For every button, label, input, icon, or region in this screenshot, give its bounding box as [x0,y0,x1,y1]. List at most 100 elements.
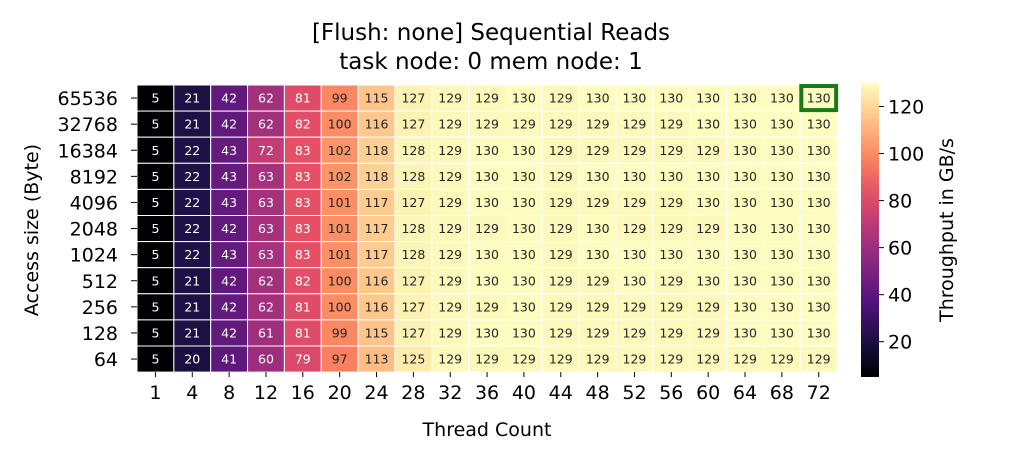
cell-value-label: 117 [365,247,389,262]
heatmap-cell [726,345,764,373]
cell-value-label: 43 [221,169,237,184]
x-tick-label: 36 [475,382,499,404]
cell-value-label: 129 [696,143,720,158]
heatmap-cell [173,110,212,138]
cell-value-label: 79 [295,352,311,367]
heatmap-cell [210,345,249,373]
heatmap-cell [247,162,285,190]
cell-value-label: 129 [623,195,647,210]
cell-value-label: 129 [586,352,610,367]
heatmap-cell [394,84,433,112]
cell-value-label: 102 [328,169,352,184]
heatmap-cell [357,215,396,243]
cell-value-label: 129 [549,221,573,236]
heatmap-cell [726,136,764,164]
x-tick-label: 52 [622,382,646,404]
heatmap-cell [357,319,396,347]
heatmap-cell [541,345,580,373]
cell-value-label: 115 [365,91,389,106]
cell-value-label: 130 [733,169,757,184]
cell-value-label: 41 [221,352,237,367]
cell-value-label: 129 [659,117,683,132]
cell-value-label: 130 [586,221,610,236]
cell-value-label: 129 [586,195,610,210]
cell-value-label: 130 [475,273,499,288]
cell-value-label: 130 [733,195,757,210]
cell-value-label: 5 [151,273,159,288]
cell-value-label: 82 [295,117,311,132]
cell-value-label: 130 [733,91,757,106]
y-tick-label: 2048 [70,219,118,241]
heatmap-cell [357,241,396,269]
heatmap-cell [541,188,580,216]
heatmap-cell [541,136,580,164]
cell-value-label: 129 [659,273,683,288]
heatmap-cell [799,84,838,112]
heatmap-cell [615,84,654,112]
heatmap-cell [799,188,838,216]
cell-value-label: 129 [438,195,462,210]
cell-value-label: 130 [586,169,610,184]
cell-value-label: 129 [549,143,573,158]
x-tick-label: 28 [401,382,425,404]
heatmap-cell [431,345,470,373]
cell-value-label: 129 [549,247,573,262]
heatmap-cell [689,345,728,373]
cell-value-label: 130 [696,273,720,288]
cell-value-label: 129 [438,247,462,262]
cell-value-label: 60 [258,352,274,367]
cell-value-label: 130 [659,169,683,184]
heatmap-cell [615,241,654,269]
cell-value-label: 130 [659,247,683,262]
heatmap-cell [541,84,580,112]
y-tick-label: 4096 [70,192,118,214]
heatmap-cell [652,162,691,190]
cell-value-label: 118 [365,169,389,184]
heatmap-cell [652,136,691,164]
y-tick-label: 1024 [70,245,118,267]
cell-value-label: 5 [151,195,159,210]
cell-value-label: 130 [733,325,757,340]
heatmap-cell [320,345,359,373]
cell-value-label: 117 [365,221,389,236]
heatmap-cell [431,241,470,269]
cell-value-label: 5 [151,143,159,158]
heatmap-cell [394,136,433,164]
heatmap-cell [689,84,728,112]
heatmap-cell [468,293,506,321]
heatmap-cell [173,162,212,190]
cell-value-label: 130 [623,169,647,184]
heatmap-cell [541,267,580,295]
cell-value-label: 129 [549,273,573,288]
cell-value-label: 130 [807,247,831,262]
cell-value-label: 127 [401,195,425,210]
cell-value-label: 130 [512,299,536,314]
heatmap-cell [689,162,728,190]
heatmap-cell [247,136,285,164]
heatmap-cell [173,188,212,216]
heatmap-cell [431,136,470,164]
heatmap-cell [357,345,396,373]
cell-value-label: 130 [512,247,536,262]
heatmap-cell [320,241,359,269]
cell-value-label: 42 [221,299,237,314]
colorbar-tick-label: 80 [888,191,912,213]
cell-value-label: 129 [623,325,647,340]
highlight-box [799,84,839,113]
heatmap-cell [136,241,175,269]
cell-value-label: 101 [328,195,352,210]
colorbar-tick-label: 20 [888,332,912,354]
colorbar-ticks: 20 40 60 80 100 120 [879,97,924,354]
cell-value-label: 129 [733,352,757,367]
cell-value-label: 130 [807,169,831,184]
chart-title: [Flush: none] Sequential Reads [312,20,670,46]
x-tick-label: 4 [186,382,198,404]
heatmap-cell [247,215,285,243]
cell-value-label: 130 [770,299,794,314]
x-tick-label: 68 [770,382,794,404]
cell-value-label: 127 [401,91,425,106]
heatmap-cell [357,136,396,164]
x-axis-ticks: 1 4 8 12 16 20 24 28 32 36 40 44 48 52 56 60 64 68 72 [149,372,831,404]
cell-value-label: 101 [328,247,352,262]
heatmap-cell [726,241,764,269]
